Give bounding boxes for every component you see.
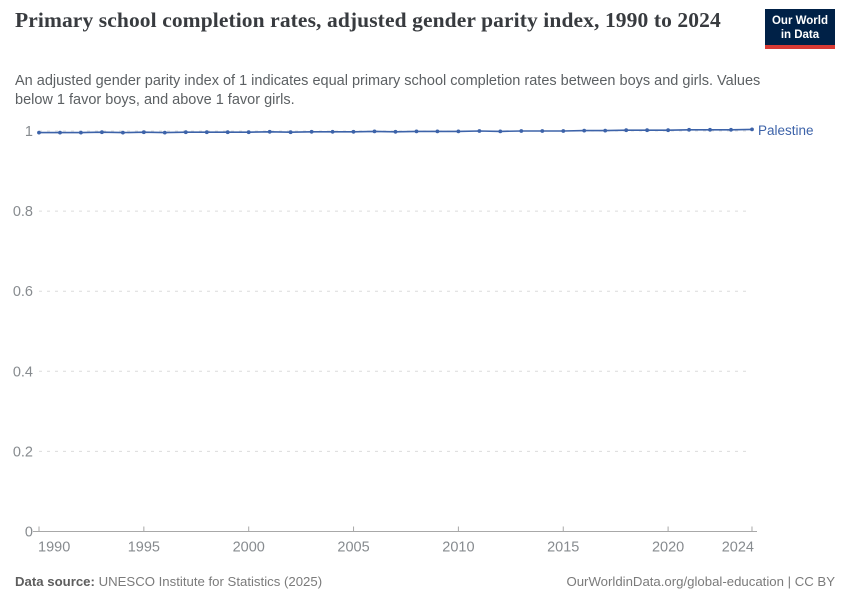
x-tick-label: 2024 <box>722 540 754 556</box>
y-tick-label: 0.4 <box>13 364 33 380</box>
y-tick-label: 0 <box>25 525 33 541</box>
data-point[interactable] <box>414 129 419 134</box>
data-point[interactable] <box>645 128 649 133</box>
entity-label-palestine[interactable]: Palestine <box>758 123 814 138</box>
data-point[interactable] <box>435 129 440 134</box>
x-tick-label: 2000 <box>233 540 265 556</box>
data-point[interactable] <box>666 128 670 133</box>
data-point[interactable] <box>393 129 398 134</box>
data-point[interactable] <box>246 130 251 135</box>
y-tick-label: 1 <box>25 124 33 140</box>
data-point[interactable] <box>603 128 608 133</box>
y-tick-label: 0.8 <box>13 204 33 220</box>
data-point[interactable] <box>540 129 545 133</box>
data-point[interactable] <box>141 130 146 135</box>
data-point[interactable] <box>351 129 356 134</box>
data-point[interactable] <box>708 127 712 132</box>
data-point[interactable] <box>624 128 629 133</box>
y-tick-label: 0.2 <box>13 444 33 460</box>
data-point[interactable] <box>309 129 314 134</box>
data-point[interactable] <box>330 129 335 134</box>
owid-logo-line1: Our World <box>771 15 828 27</box>
data-point[interactable] <box>162 130 167 135</box>
owid-logo-line2: in Data <box>780 29 820 42</box>
datasource-text: Data source: UNESCO Institute for Statis… <box>15 574 322 589</box>
chart-title: Primary school completion rates, adjuste… <box>15 8 721 32</box>
datasource-value: UNESCO Institute for Statistics (2025) <box>98 574 323 589</box>
data-point[interactable] <box>582 128 587 133</box>
datasource-label: Data source: <box>15 574 95 589</box>
data-point[interactable] <box>687 127 691 132</box>
credit-link[interactable]: OurWorldinData.org/global-education | CC… <box>566 574 835 589</box>
data-point[interactable] <box>372 129 377 134</box>
data-point[interactable] <box>204 130 209 135</box>
data-point[interactable] <box>498 129 503 134</box>
line-chart[interactable]: 0 0.2 0.4 0.6 0.8 1 1990 1995 2000 2005 2010 2015 20… <box>0 110 850 565</box>
data-point[interactable] <box>729 127 733 132</box>
data-point[interactable] <box>100 130 104 135</box>
data-point[interactable] <box>225 130 230 135</box>
data-point[interactable] <box>561 129 566 133</box>
data-point[interactable] <box>519 129 524 133</box>
x-tick-label: 2005 <box>337 540 369 556</box>
data-point[interactable] <box>183 130 188 135</box>
chart-footer: Data source: UNESCO Institute for Statis… <box>15 574 835 589</box>
x-tick-label: 2015 <box>547 540 579 556</box>
chart-subtitle: An adjusted gender parity index of 1 ind… <box>15 73 761 109</box>
data-point[interactable] <box>477 129 482 133</box>
x-tick-label: 1990 <box>38 540 70 556</box>
x-tick-label: 2010 <box>442 540 474 556</box>
data-point[interactable] <box>288 130 293 135</box>
data-point[interactable] <box>750 127 754 132</box>
data-point[interactable] <box>456 129 461 134</box>
data-point[interactable] <box>79 130 83 135</box>
data-point[interactable] <box>37 130 41 135</box>
owid-logo[interactable]: Our World in Data <box>764 9 835 50</box>
data-point[interactable] <box>58 130 62 135</box>
y-tick-label: 0.6 <box>13 284 33 300</box>
x-tick-label: 2020 <box>652 540 684 556</box>
data-point[interactable] <box>267 129 272 134</box>
x-tick-label: 1995 <box>128 540 160 556</box>
data-point[interactable] <box>121 130 125 135</box>
